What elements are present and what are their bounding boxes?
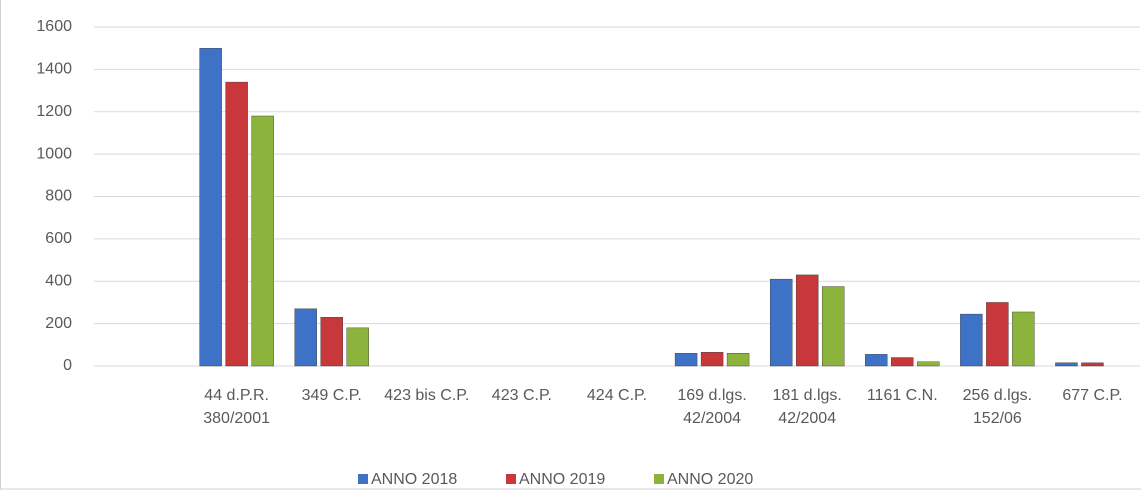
x-tick-label: 1161 C.N. xyxy=(866,387,938,404)
bar xyxy=(891,357,914,367)
bar xyxy=(769,278,793,367)
bar xyxy=(225,81,248,367)
y-tick-label: 600 xyxy=(45,230,72,247)
bar xyxy=(865,354,888,367)
legend-label: ANNO 2020 xyxy=(667,471,753,488)
y-tick-label: 1200 xyxy=(36,103,72,120)
bar xyxy=(821,286,845,367)
legend-swatch xyxy=(358,474,368,484)
y-tick-label: 800 xyxy=(45,188,72,205)
bar xyxy=(960,313,983,367)
bar xyxy=(674,353,698,367)
x-tick-label: 256 d.lgs. 152/06 xyxy=(962,387,1033,427)
bar xyxy=(1012,311,1035,367)
x-tick-label: 424 C.P. xyxy=(586,387,648,404)
y-tick-label: 200 xyxy=(45,315,72,332)
x-tick-label: 181 d.lgs. 42/2004 xyxy=(772,387,842,427)
y-tick-label: 1000 xyxy=(36,145,72,162)
bar xyxy=(1055,362,1078,367)
legend-swatch xyxy=(506,474,516,484)
bar xyxy=(726,353,750,367)
y-tick-label: 1600 xyxy=(36,18,72,35)
bar xyxy=(795,274,819,367)
y-tick-label: 0 xyxy=(63,357,72,374)
bar xyxy=(320,317,343,367)
legend-label: ANNO 2019 xyxy=(519,471,605,488)
x-tick-label: 423 C.P. xyxy=(491,387,552,404)
x-tick-label: 44 d.P.R. 380/2001 xyxy=(203,387,270,427)
y-tick-label: 1400 xyxy=(36,61,72,78)
bar xyxy=(700,352,724,367)
x-tick-label: 677 C.P. xyxy=(1062,387,1123,404)
bar xyxy=(294,308,317,367)
legend-label: ANNO 2018 xyxy=(371,471,457,488)
y-tick-label: 400 xyxy=(45,272,72,289)
x-tick-label: 423 bis C.P. xyxy=(384,387,470,404)
bar xyxy=(199,47,222,367)
bar xyxy=(986,302,1009,367)
x-tick-label: 169 d.lgs. 42/2004 xyxy=(677,387,747,427)
bar xyxy=(251,115,274,367)
x-tick-label: 349 C.P. xyxy=(301,387,362,404)
bar xyxy=(346,327,369,367)
bar xyxy=(1081,362,1104,367)
legend-swatch xyxy=(654,474,664,484)
bar xyxy=(917,361,940,367)
